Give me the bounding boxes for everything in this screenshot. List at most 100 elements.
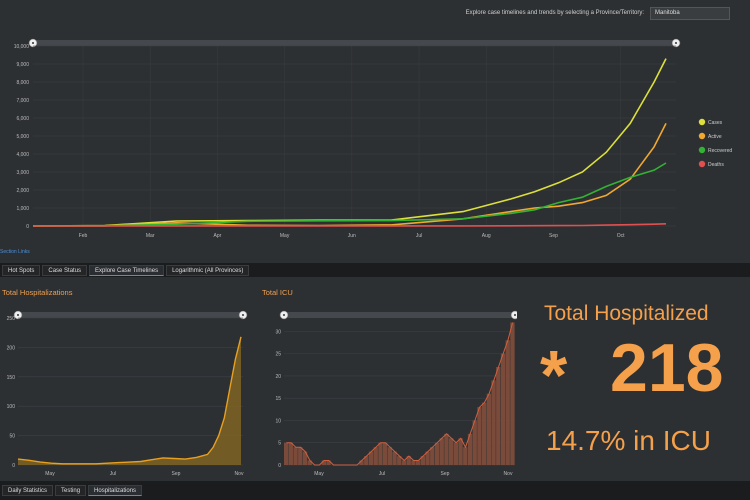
y-tick-label: 6,000	[16, 116, 29, 122]
hosp-y-tick: 50	[9, 434, 15, 440]
section-links[interactable]: Section Links	[0, 249, 30, 255]
icu-bar	[298, 447, 303, 465]
province-selector-bar: Explore case timelines and trends by sel…	[0, 0, 750, 26]
icu-range-start-handle-dot	[283, 314, 285, 316]
legend-label-recovered: Recovered	[708, 148, 732, 154]
hosp-x-tick: Jul	[110, 471, 116, 477]
tab-hospitalizations[interactable]: Hospitalizations	[88, 485, 143, 496]
legend-swatch-recovered	[698, 146, 706, 154]
legend-swatch-active	[698, 132, 706, 140]
icu-bar	[463, 447, 468, 465]
icu-bar	[321, 460, 326, 465]
bottom-tab-bar: Daily Statistics Testing Hospitalization…	[0, 481, 750, 500]
icu-bar	[293, 447, 298, 465]
legend-label-deaths: Deaths	[708, 162, 724, 168]
icu-bar	[491, 380, 496, 465]
main-tab-bar: Hot Spots Case Status Explore Case Timel…	[0, 263, 750, 277]
range-start-handle-dot	[32, 42, 34, 44]
kpi-value: 218	[610, 330, 724, 406]
hosp-range-end-handle-dot	[242, 314, 244, 316]
icu-bar	[472, 420, 477, 465]
x-tick-label: Aug	[482, 233, 491, 239]
icu-y-tick: 15	[275, 396, 281, 402]
case-timeline-chart: 0 1,000 2,000 3,000 4,000 5,000 6,000 7,000 8,00…	[14, 38, 732, 239]
icu-bar	[302, 451, 308, 465]
icu-line	[286, 322, 514, 466]
icu-y-tick: 5	[278, 441, 281, 447]
y-tick-label: 1,000	[16, 206, 29, 212]
y-tick-label: 3,000	[16, 170, 29, 176]
legend-label-active: Active	[708, 134, 722, 140]
icu-x-tick: Sep	[441, 471, 450, 477]
icu-bar	[326, 460, 331, 465]
legend-swatch-deaths	[698, 160, 706, 168]
icu-bar	[373, 447, 378, 465]
tab-explore-case-timelines[interactable]: Explore Case Timelines	[89, 264, 165, 276]
x-tick-label: Mar	[146, 233, 155, 239]
hosp-range-slider	[18, 312, 243, 318]
icu-bar	[510, 322, 515, 465]
series-line-cases	[32, 58, 667, 227]
icu-x-tick: Jul	[379, 471, 385, 477]
hosp-y-tick: 0	[12, 463, 15, 469]
icu-chart: 0 5 10 15 20 25 30 May Jul Sep Nov	[275, 310, 517, 477]
series-line-deaths	[33, 223, 667, 227]
hosp-y-tick: 100	[7, 404, 16, 410]
x-tick-label: Oct	[617, 233, 625, 239]
range-end-handle-dot	[675, 42, 677, 44]
x-tick-label: Apr	[214, 233, 222, 239]
hosp-chart-title: Total Hospitalizations	[2, 288, 73, 297]
icu-y-tick: 30	[275, 329, 281, 335]
kpi-title: Total Hospitalized	[544, 302, 709, 325]
hosp-x-tick: Sep	[172, 471, 181, 477]
tab-case-status[interactable]: Case Status	[42, 264, 88, 276]
icu-bar	[288, 442, 293, 465]
icu-bar	[434, 442, 440, 465]
icu-chart-title: Total ICU	[262, 288, 293, 297]
series-line-recovered	[32, 162, 667, 227]
icu-y-tick: 0	[278, 463, 281, 469]
hosp-line	[17, 336, 242, 465]
y-tick-label: 0	[26, 224, 29, 230]
tab-logarithmic[interactable]: Logarithmic (All Provinces)	[166, 264, 250, 276]
y-tick-label: 4,000	[16, 152, 29, 158]
y-tick-label: 2,000	[16, 188, 29, 194]
icu-bar	[364, 456, 369, 465]
tab-daily-statistics[interactable]: Daily Statistics	[2, 485, 54, 496]
icu-bar	[401, 460, 407, 465]
province-select[interactable]: Manitoba	[650, 6, 730, 20]
y-tick-label: 5,000	[16, 134, 29, 140]
icu-y-tick: 20	[275, 374, 281, 380]
tab-testing[interactable]: Testing	[55, 485, 87, 496]
icu-bar	[444, 433, 449, 465]
icu-bar	[505, 340, 510, 465]
icu-bar	[406, 456, 411, 465]
icu-bar	[449, 438, 454, 465]
icu-bar	[439, 438, 444, 465]
medical-star-icon: *	[540, 336, 568, 414]
y-tick-label: 9,000	[16, 62, 29, 68]
y-tick-label: 7,000	[16, 98, 29, 104]
icu-bar	[420, 456, 425, 465]
x-tick-label: May	[280, 233, 290, 239]
icu-bar	[392, 451, 397, 465]
hosp-y-tick: 250	[7, 316, 16, 322]
hosp-y-tick: 150	[7, 375, 16, 381]
y-tick-label: 8,000	[16, 80, 29, 86]
icu-bar	[307, 460, 312, 465]
x-tick-label: Feb	[79, 233, 88, 239]
icu-bar	[284, 442, 289, 465]
icu-bar	[453, 442, 458, 465]
icu-bar	[458, 438, 463, 465]
icu-range-end-handle-dot	[514, 314, 516, 316]
hosp-range-start-handle-dot	[17, 314, 19, 316]
icu-bar	[411, 460, 416, 465]
hospitalizations-chart: 0 50 100 150 200 250 May Jul Sep Nov	[7, 310, 248, 477]
icu-bar	[486, 393, 491, 465]
icu-bar	[368, 451, 374, 465]
tab-hot-spots[interactable]: Hot Spots	[2, 264, 41, 276]
icu-bar	[383, 442, 388, 465]
icu-bar	[496, 367, 501, 465]
province-prompt: Explore case timelines and trends by sel…	[465, 10, 644, 16]
